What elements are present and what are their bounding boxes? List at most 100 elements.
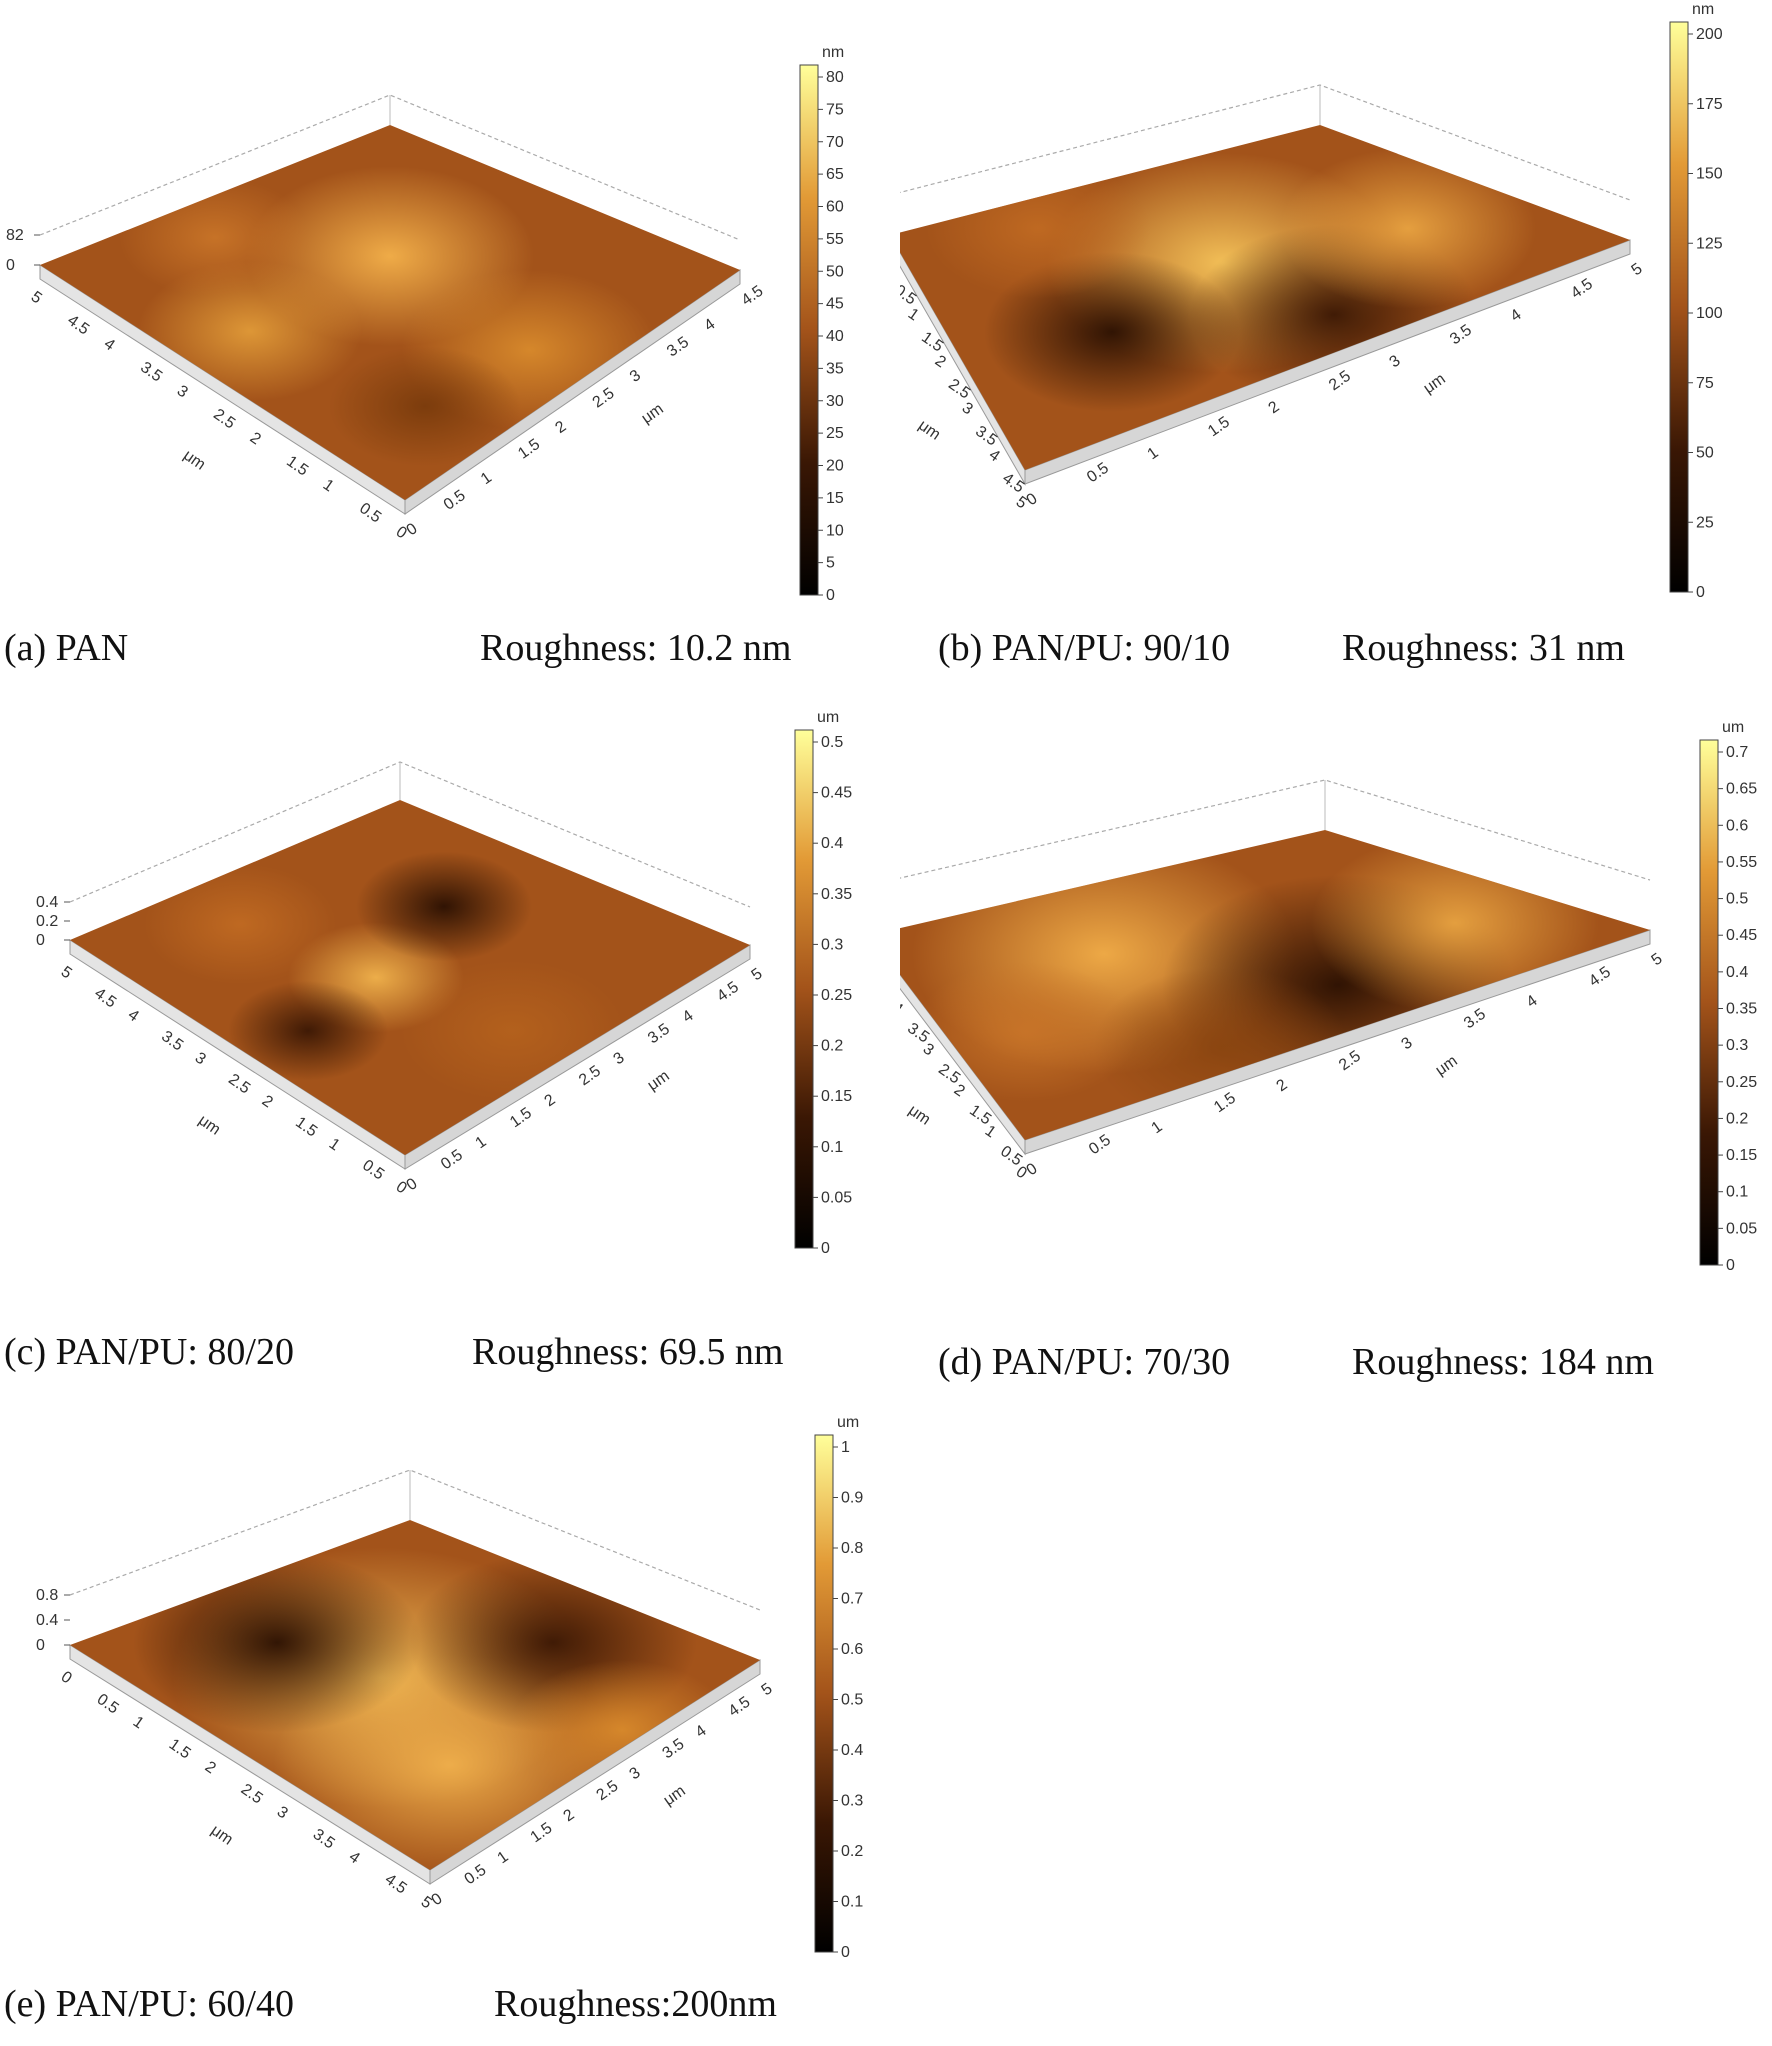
colorbar-tick-label: 0 [841, 1944, 850, 1961]
left-axis-unit: μm [195, 1112, 223, 1139]
left-axis-tick: 3 [192, 1049, 209, 1068]
right-axis-tick: 1.5 [515, 436, 543, 463]
plot-frame-back [900, 779, 1651, 881]
caption-label-e: (e) PAN/PU: 60/40 [4, 1983, 294, 2025]
right-axis-tick: 1.5 [1211, 1090, 1239, 1117]
z-tick-label: 0.2 [36, 913, 58, 930]
left-axis-tick: 4 [101, 335, 118, 354]
panel-c: 0.4 0.2 0 5 4.5 4 3.5 3 2.5 2 1.5 1 0.5 0 μm 0 0.5 1 1.5 2 2… [0, 700, 880, 1400]
colorbar-tick-label: 5 [826, 555, 835, 572]
colorbar [799, 64, 819, 596]
colorbar [1669, 21, 1689, 593]
right-axis-tick: 0.5 [1084, 460, 1112, 487]
right-axis-tick: 4.5 [1568, 276, 1596, 303]
right-axis-tick: 1.5 [1205, 414, 1233, 441]
colorbar-tick-label: 0.05 [821, 1189, 852, 1206]
caption-label-a: (a) PAN [4, 627, 129, 669]
right-axis-tick: 3.5 [1447, 322, 1475, 349]
right-axis-tick: 3.5 [645, 1021, 673, 1048]
caption-roughness-a: Roughness: 10.2 nm [480, 627, 792, 669]
colorbar-tick-label: 0.6 [1726, 817, 1748, 834]
colorbar-unit: nm [1692, 1, 1714, 18]
afm-plot-e: 0.80.4000.511.522.533.544.55μm00.511.522… [36, 1414, 863, 1961]
colorbar-tick-label: 0.4 [821, 835, 843, 852]
colorbar-tick-label: 0 [1726, 1257, 1735, 1274]
surface-feature [133, 1552, 421, 1733]
left-axis-tick: 2 [259, 1092, 276, 1111]
surface-feature [119, 177, 311, 298]
left-axis-tick: 5 [28, 288, 45, 307]
left-axis-tick: 3 [959, 399, 976, 418]
left-axis-tick: 1.5 [166, 1736, 194, 1763]
colorbar-tick-label: 0.5 [1726, 891, 1748, 908]
right-axis-tick: 4.5 [1586, 964, 1614, 991]
right-axis-tick: 0 [404, 520, 421, 539]
colorbar-tick-label: 0.45 [821, 785, 852, 802]
surface-feature [144, 864, 336, 985]
colorbar-tick-label: 0.4 [841, 1742, 863, 1759]
right-axis-tick: 4.5 [739, 283, 767, 310]
right-axis-unit: μm [661, 1782, 689, 1809]
right-axis-tick: 4 [693, 1722, 710, 1741]
panel-e: 0.8 0.4 0 0 0.5 1 1.5 2 2.5 3 3.5 4 4.5 5 μm 0 0.5 1 1.5 2 2… [0, 1410, 900, 2046]
colorbar-tick-label: 0.35 [1726, 1001, 1757, 1018]
colorbar-tick-label: 175 [1696, 96, 1723, 113]
colorbar-tick-label: 0.45 [1726, 927, 1757, 944]
surface-right-wall [1024, 239, 1631, 485]
left-axis-tick: 2 [932, 352, 949, 371]
right-axis-tick: 1 [1145, 444, 1162, 463]
left-axis-tick: 2 [247, 429, 264, 448]
z-tick-label: 0 [6, 257, 15, 274]
panel-d: 0.74054.543.532.521.510.50μm00.511.522.5… [900, 700, 1772, 1400]
surface-texture [144, 851, 624, 1101]
colorbar-tick-label: 0.35 [821, 886, 852, 903]
right-axis-tick: 3 [611, 1049, 628, 1068]
colorbar-tick-label: 0.4 [1726, 964, 1748, 981]
colorbar-unit: um [1722, 719, 1744, 736]
colorbar-tick-label: 125 [1696, 235, 1723, 252]
right-axis-tick: 2.5 [594, 1778, 622, 1805]
colorbar-unit: um [817, 709, 839, 726]
left-axis-tick: 4.5 [91, 985, 119, 1012]
left-axis-tick: 4.5 [64, 312, 92, 339]
right-axis-unit: μm [1421, 370, 1449, 397]
right-axis-tick: 0 [404, 1175, 421, 1194]
colorbar-tick-label: 45 [826, 296, 844, 313]
z-tick-label: 82 [6, 227, 24, 244]
left-axis-tick: 0.5 [94, 1691, 122, 1718]
surface-texture [119, 166, 658, 467]
caption-roughness-d: Roughness: 184 nm [1352, 1341, 1654, 1383]
right-axis-tick: 3 [1399, 1034, 1416, 1053]
colorbar-tick-label: 0.1 [1726, 1184, 1748, 1201]
colorbar-tick-label: 0.2 [841, 1843, 863, 1860]
colorbar-tick-label: 25 [1696, 514, 1714, 531]
colorbar-tick-label: 0.15 [821, 1088, 852, 1105]
left-axis-tick: 3 [174, 382, 191, 401]
left-axis-tick: 1 [130, 1713, 147, 1732]
colorbar-tick-label: 0.7 [1726, 744, 1748, 761]
right-axis-tick: 1 [495, 1848, 512, 1867]
right-axis-tick: 3.5 [664, 334, 692, 361]
right-axis-tick: 0 [1024, 1160, 1041, 1179]
right-axis-tick: 2.5 [576, 1063, 604, 1090]
colorbar-tick-label: 150 [1696, 166, 1723, 183]
right-axis-tick: 3.5 [660, 1736, 688, 1763]
colorbar-tick-label: 35 [826, 360, 844, 377]
afm-plot-d: 0.74054.543.532.521.510.50μm00.511.522.5… [900, 719, 1757, 1274]
caption-roughness-c: Roughness: 69.5 nm [472, 1331, 784, 1373]
colorbar-tick-label: 55 [826, 231, 844, 248]
right-axis-tick: 5 [759, 1680, 776, 1699]
z-tick-label: 0 [36, 932, 45, 949]
afm-plot-a: 82054.543.532.521.510.50μm00.511.522.533… [6, 44, 844, 604]
colorbar-tick-label: 80 [826, 69, 844, 86]
colorbar-tick-label: 0.05 [1726, 1220, 1757, 1237]
colorbar-tick-label: 30 [826, 393, 844, 410]
colorbar-tick-label: 75 [826, 101, 844, 118]
colorbar-tick-label: 10 [826, 522, 844, 539]
left-axis-tick: 1.5 [283, 453, 311, 480]
right-axis-tick: 2 [1274, 1076, 1291, 1095]
right-axis-tick: 2 [552, 418, 569, 437]
panel-b: 200100000.511.522.533.544.55μm00.511.522… [900, 0, 1772, 700]
left-axis-tick: 0.5 [356, 500, 384, 527]
surface-feature [356, 851, 532, 962]
